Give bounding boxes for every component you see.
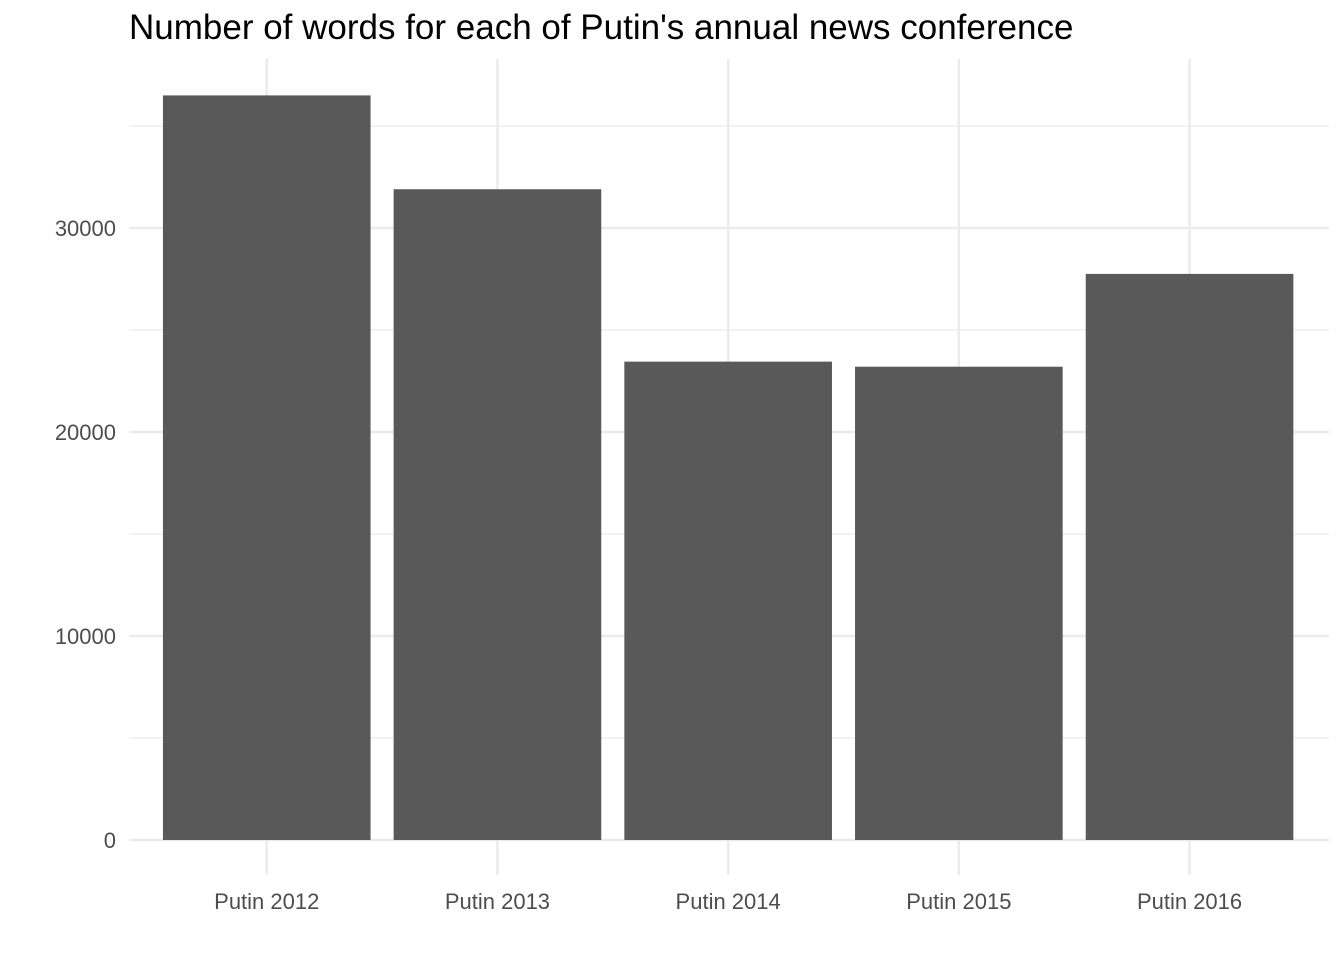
y-tick-label: 30000: [55, 216, 116, 241]
bar-putin-2012: [162, 95, 371, 840]
x-tick-label: Putin 2012: [214, 889, 319, 914]
bar-putin-2016: [1085, 273, 1294, 840]
y-tick-label: 10000: [55, 624, 116, 649]
bar-putin-2015: [855, 366, 1063, 840]
x-tick-label: Putin 2016: [1137, 889, 1242, 914]
chart-title: Number of words for each of Putin's annu…: [129, 8, 1074, 47]
y-axis-tick-labels: 0 10000 20000 30000: [55, 216, 116, 853]
y-tick-label: 20000: [55, 420, 116, 445]
x-tick-label: Putin 2014: [676, 889, 781, 914]
x-tick-label: Putin 2015: [906, 889, 1011, 914]
y-tick-label: 0: [104, 828, 116, 853]
x-axis-tick-labels: Putin 2012 Putin 2013 Putin 2014 Putin 2015…: [214, 889, 1242, 914]
bar-putin-2013: [393, 189, 602, 841]
bar-putin-2014: [624, 361, 832, 840]
x-tick-label: Putin 2013: [445, 889, 550, 914]
bars: [162, 95, 1294, 841]
